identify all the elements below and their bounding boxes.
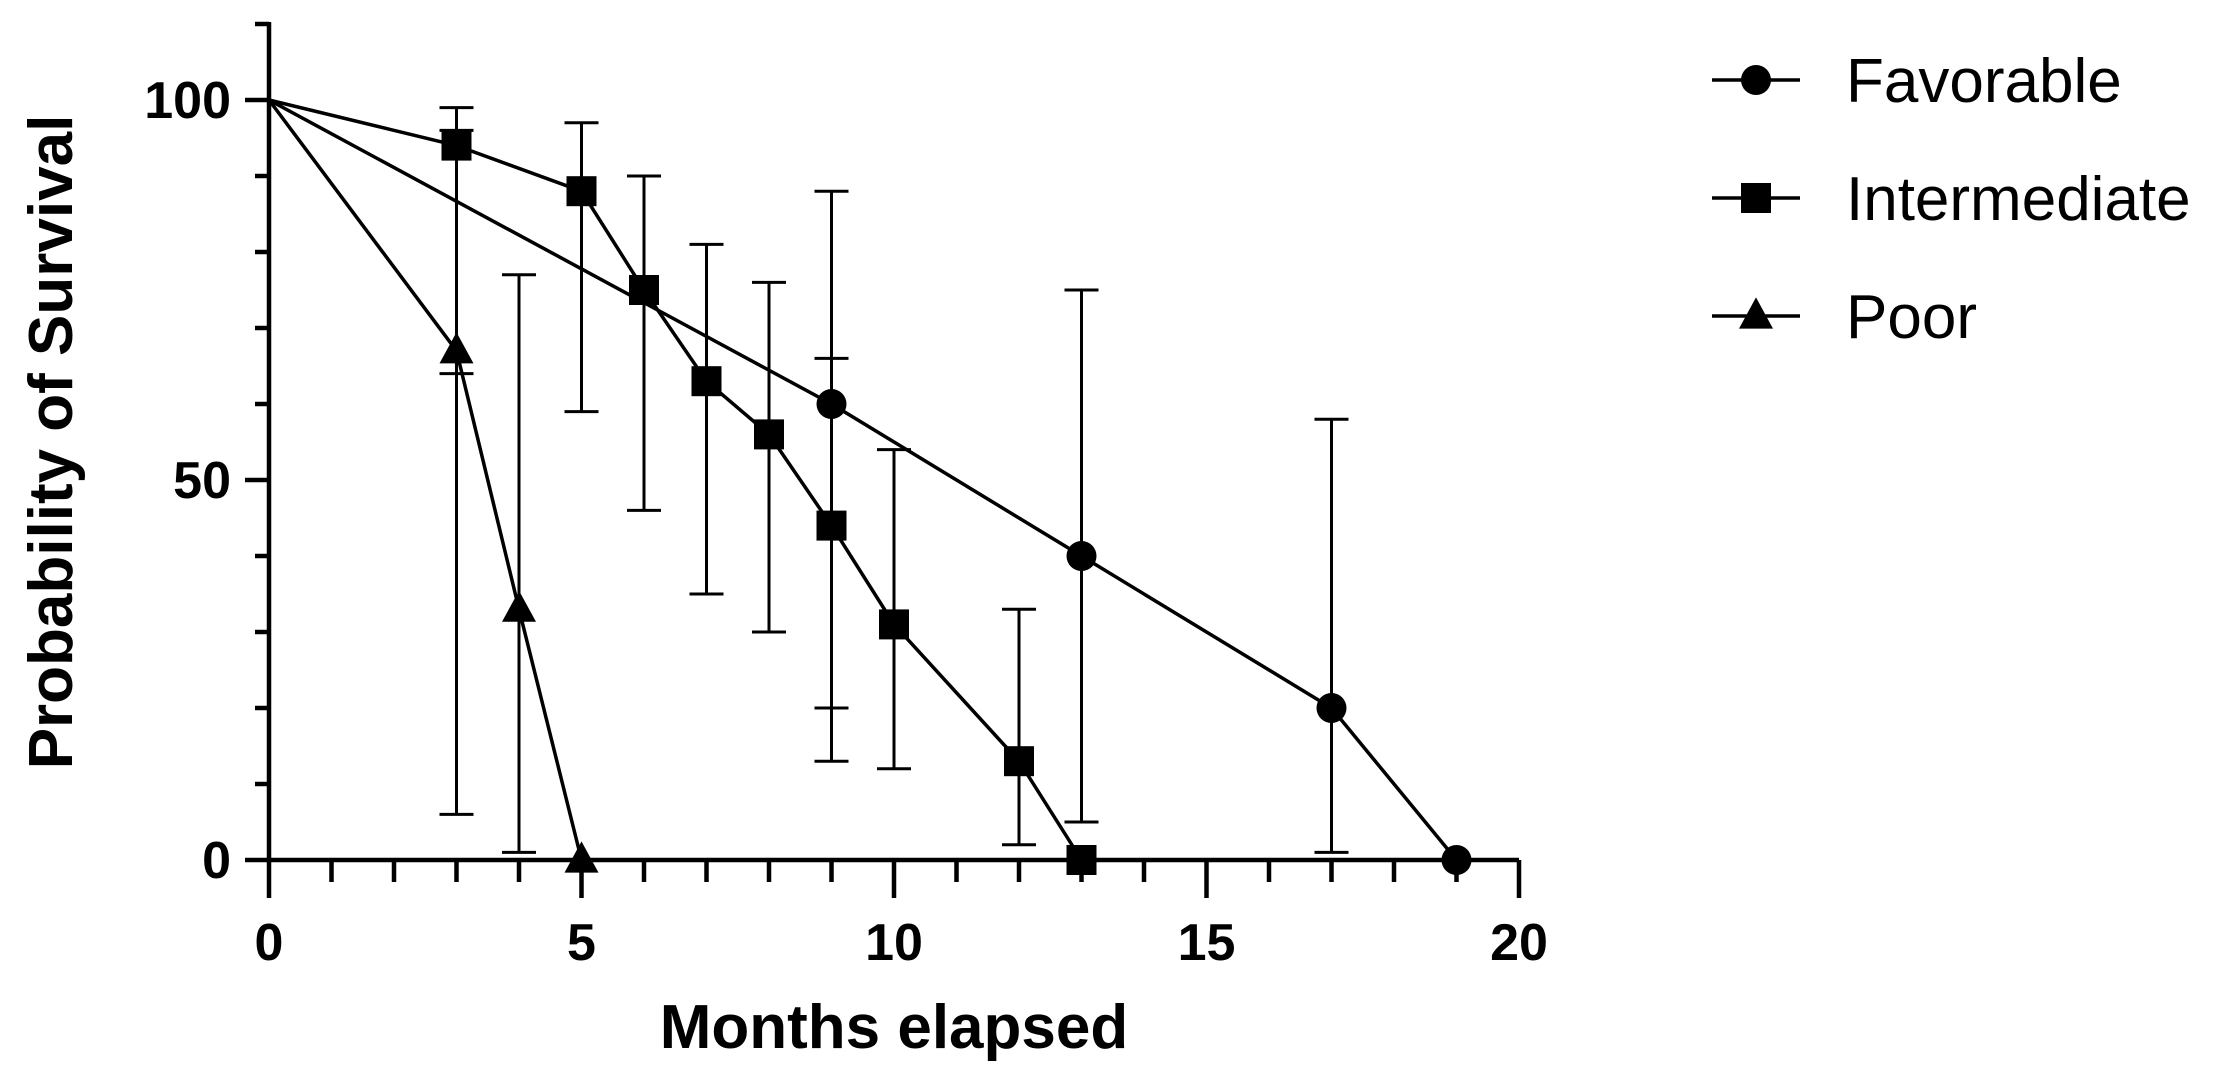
y-tick-label: 0 (202, 832, 231, 890)
legend-label-favorable: Favorable (1846, 47, 2122, 116)
series-lines (267, 98, 1458, 862)
marker-intermediate (754, 419, 784, 450)
legend: Favorable Intermediate Poor (1712, 47, 2191, 352)
y-tick-label: 100 (144, 72, 231, 130)
series-line-favorable (268, 98, 1458, 862)
marker-intermediate (566, 176, 597, 207)
axes: 0 50 100 0 5 10 15 20 (144, 21, 1548, 972)
marker-favorable (1316, 693, 1347, 723)
data-markers (439, 130, 1472, 875)
x-tick-label: 10 (865, 914, 923, 972)
series-line-poor (267, 98, 584, 861)
y-tick-label: 50 (173, 452, 231, 510)
marker-favorable (1441, 845, 1472, 875)
legend-marker-intermediate (1741, 183, 1771, 213)
legend-label-poor: Poor (1846, 283, 1977, 352)
marker-intermediate (691, 366, 722, 397)
marker-poor (564, 841, 599, 873)
marker-intermediate (816, 510, 847, 541)
x-tick-label: 15 (1178, 914, 1236, 972)
y-axis-title: Probability of Survival (17, 115, 86, 770)
marker-intermediate (441, 130, 472, 161)
x-axis-title: Months elapsed (660, 993, 1129, 1062)
x-tick-label: 5 (567, 914, 596, 972)
error-bars (439, 106, 1349, 854)
x-tick-label: 0 (255, 914, 284, 972)
marker-favorable (1066, 541, 1097, 571)
marker-intermediate (1004, 746, 1034, 777)
marker-favorable (816, 389, 847, 419)
series-line-intermediate (268, 98, 1083, 861)
legend-marker-poor (1739, 297, 1773, 329)
marker-intermediate (1066, 845, 1097, 875)
marker-poor (502, 590, 536, 622)
legend-label-intermediate: Intermediate (1846, 165, 2191, 234)
marker-intermediate (629, 275, 659, 305)
legend-marker-favorable (1741, 65, 1771, 95)
x-tick-label: 20 (1490, 914, 1548, 972)
marker-poor (439, 332, 474, 364)
marker-intermediate (879, 609, 909, 640)
